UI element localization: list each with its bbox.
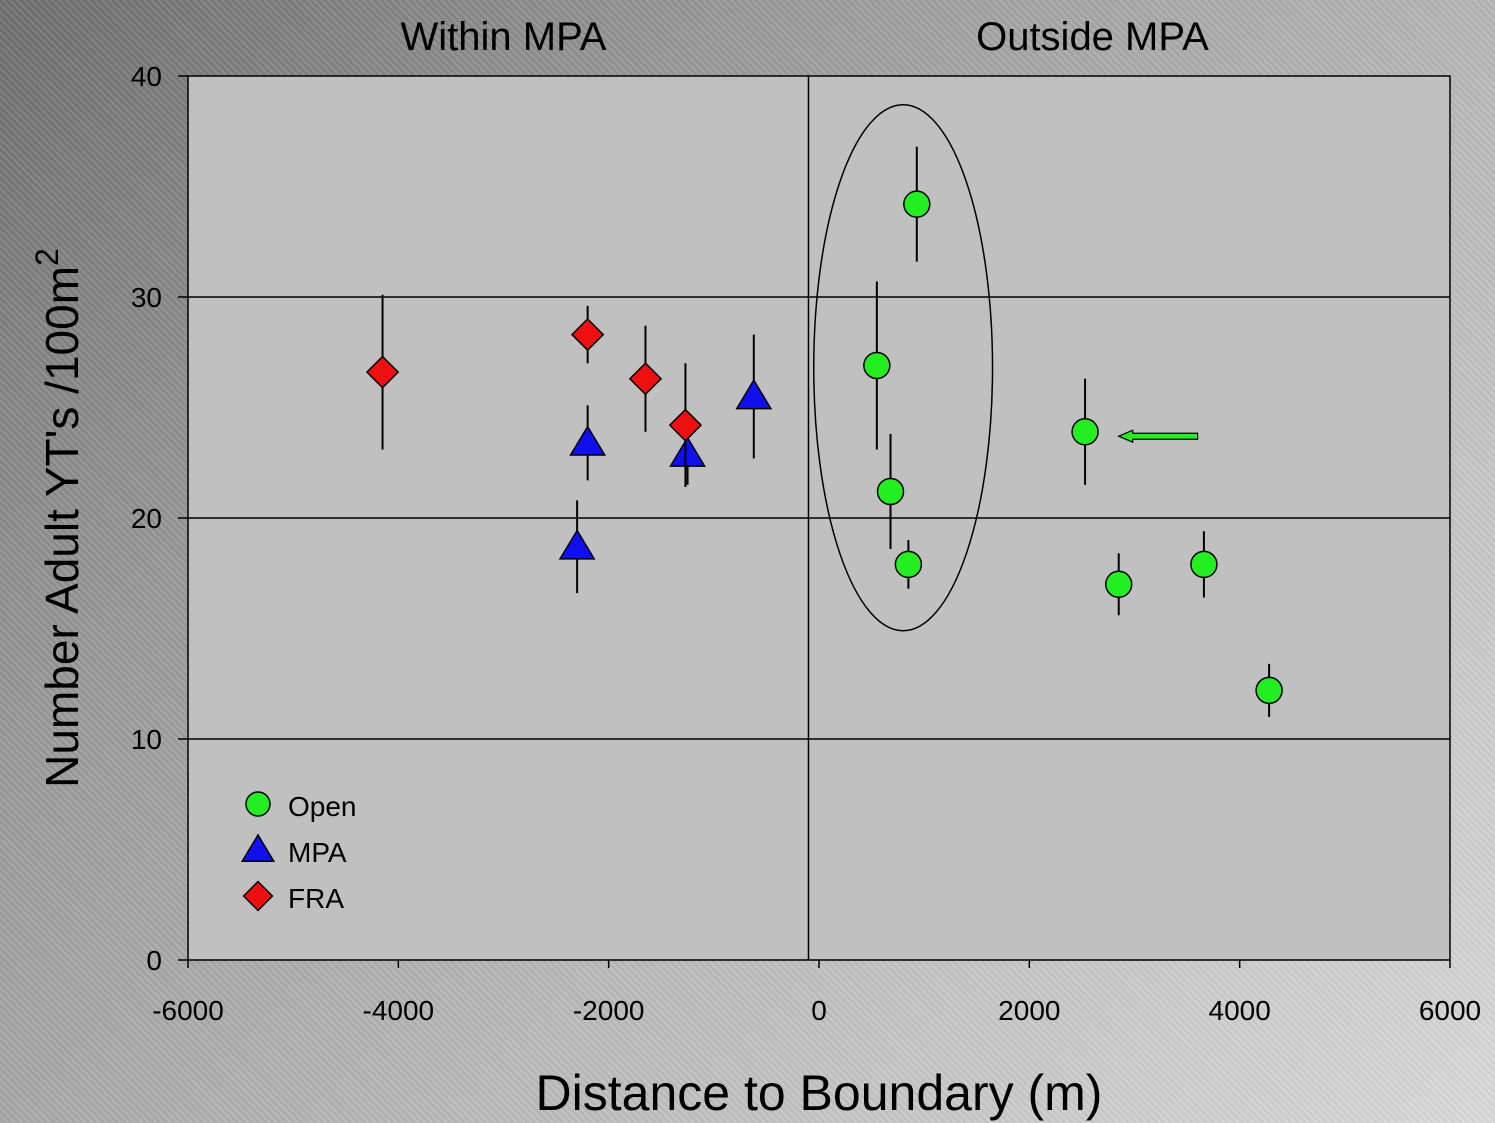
x-axis-title: Distance to Boundary (m): [536, 1065, 1103, 1121]
data-point-mpa: [569, 425, 607, 456]
data-points: [365, 146, 1283, 717]
legend-marker-mpa: [240, 833, 276, 862]
data-point-open: [1255, 676, 1283, 705]
y-tick-label: 20: [131, 503, 162, 534]
data-point-mpa: [669, 436, 706, 467]
x-tick-label: 6000: [1419, 995, 1481, 1026]
data-point-open: [876, 477, 905, 506]
data-point-open: [903, 190, 931, 218]
x-tick-label: 4000: [1209, 995, 1271, 1026]
data-point-fra: [628, 362, 663, 396]
legend-marker-fra: [242, 880, 274, 912]
annotations: [812, 103, 1199, 632]
data-point-mpa: [558, 529, 596, 560]
y-axis-title-superscript: 2: [29, 248, 65, 266]
data-point-mpa: [735, 378, 773, 410]
legend-label-fra: FRA: [288, 883, 344, 914]
y-axis-title: Number Adult YT's /100m2: [29, 248, 88, 788]
data-point-open: [894, 550, 923, 579]
data-point-open: [1190, 550, 1218, 579]
legend: Open MPA FRA: [240, 791, 357, 914]
arrow-annotation: [1117, 429, 1199, 444]
y-tick-label: 40: [131, 61, 162, 92]
highlight-ellipse: [812, 103, 994, 632]
region-label-within: Within MPA: [401, 15, 607, 59]
legend-label-mpa: MPA: [288, 837, 347, 868]
x-tick-label: 2000: [998, 995, 1060, 1026]
region-label-outside: Outside MPA: [976, 15, 1209, 59]
y-tick-label: 30: [131, 282, 162, 313]
x-tick-label: -6000: [152, 995, 224, 1026]
gridlines: [188, 76, 1450, 960]
y-tick-label: 10: [131, 724, 162, 755]
data-point-fra: [570, 317, 605, 352]
x-tick-label: 0: [811, 995, 827, 1026]
legend-marker-open: [245, 791, 271, 817]
x-tick-label: -4000: [363, 995, 435, 1026]
data-point-open: [1071, 418, 1099, 446]
data-point-open: [863, 351, 891, 380]
data-point-open: [1104, 570, 1133, 599]
legend-label-open: Open: [288, 791, 357, 822]
y-tick-label: 0: [146, 945, 162, 976]
data-point-fra: [365, 355, 400, 389]
x-tick-label: -2000: [573, 995, 645, 1026]
data-point-fra: [668, 408, 703, 442]
axes: -6000 -4000 -2000 0 2000 4000 6000 0 10 20 30 40: [131, 61, 1481, 1026]
y-axis-title-text: Number Adult YT's /100m: [36, 266, 88, 788]
